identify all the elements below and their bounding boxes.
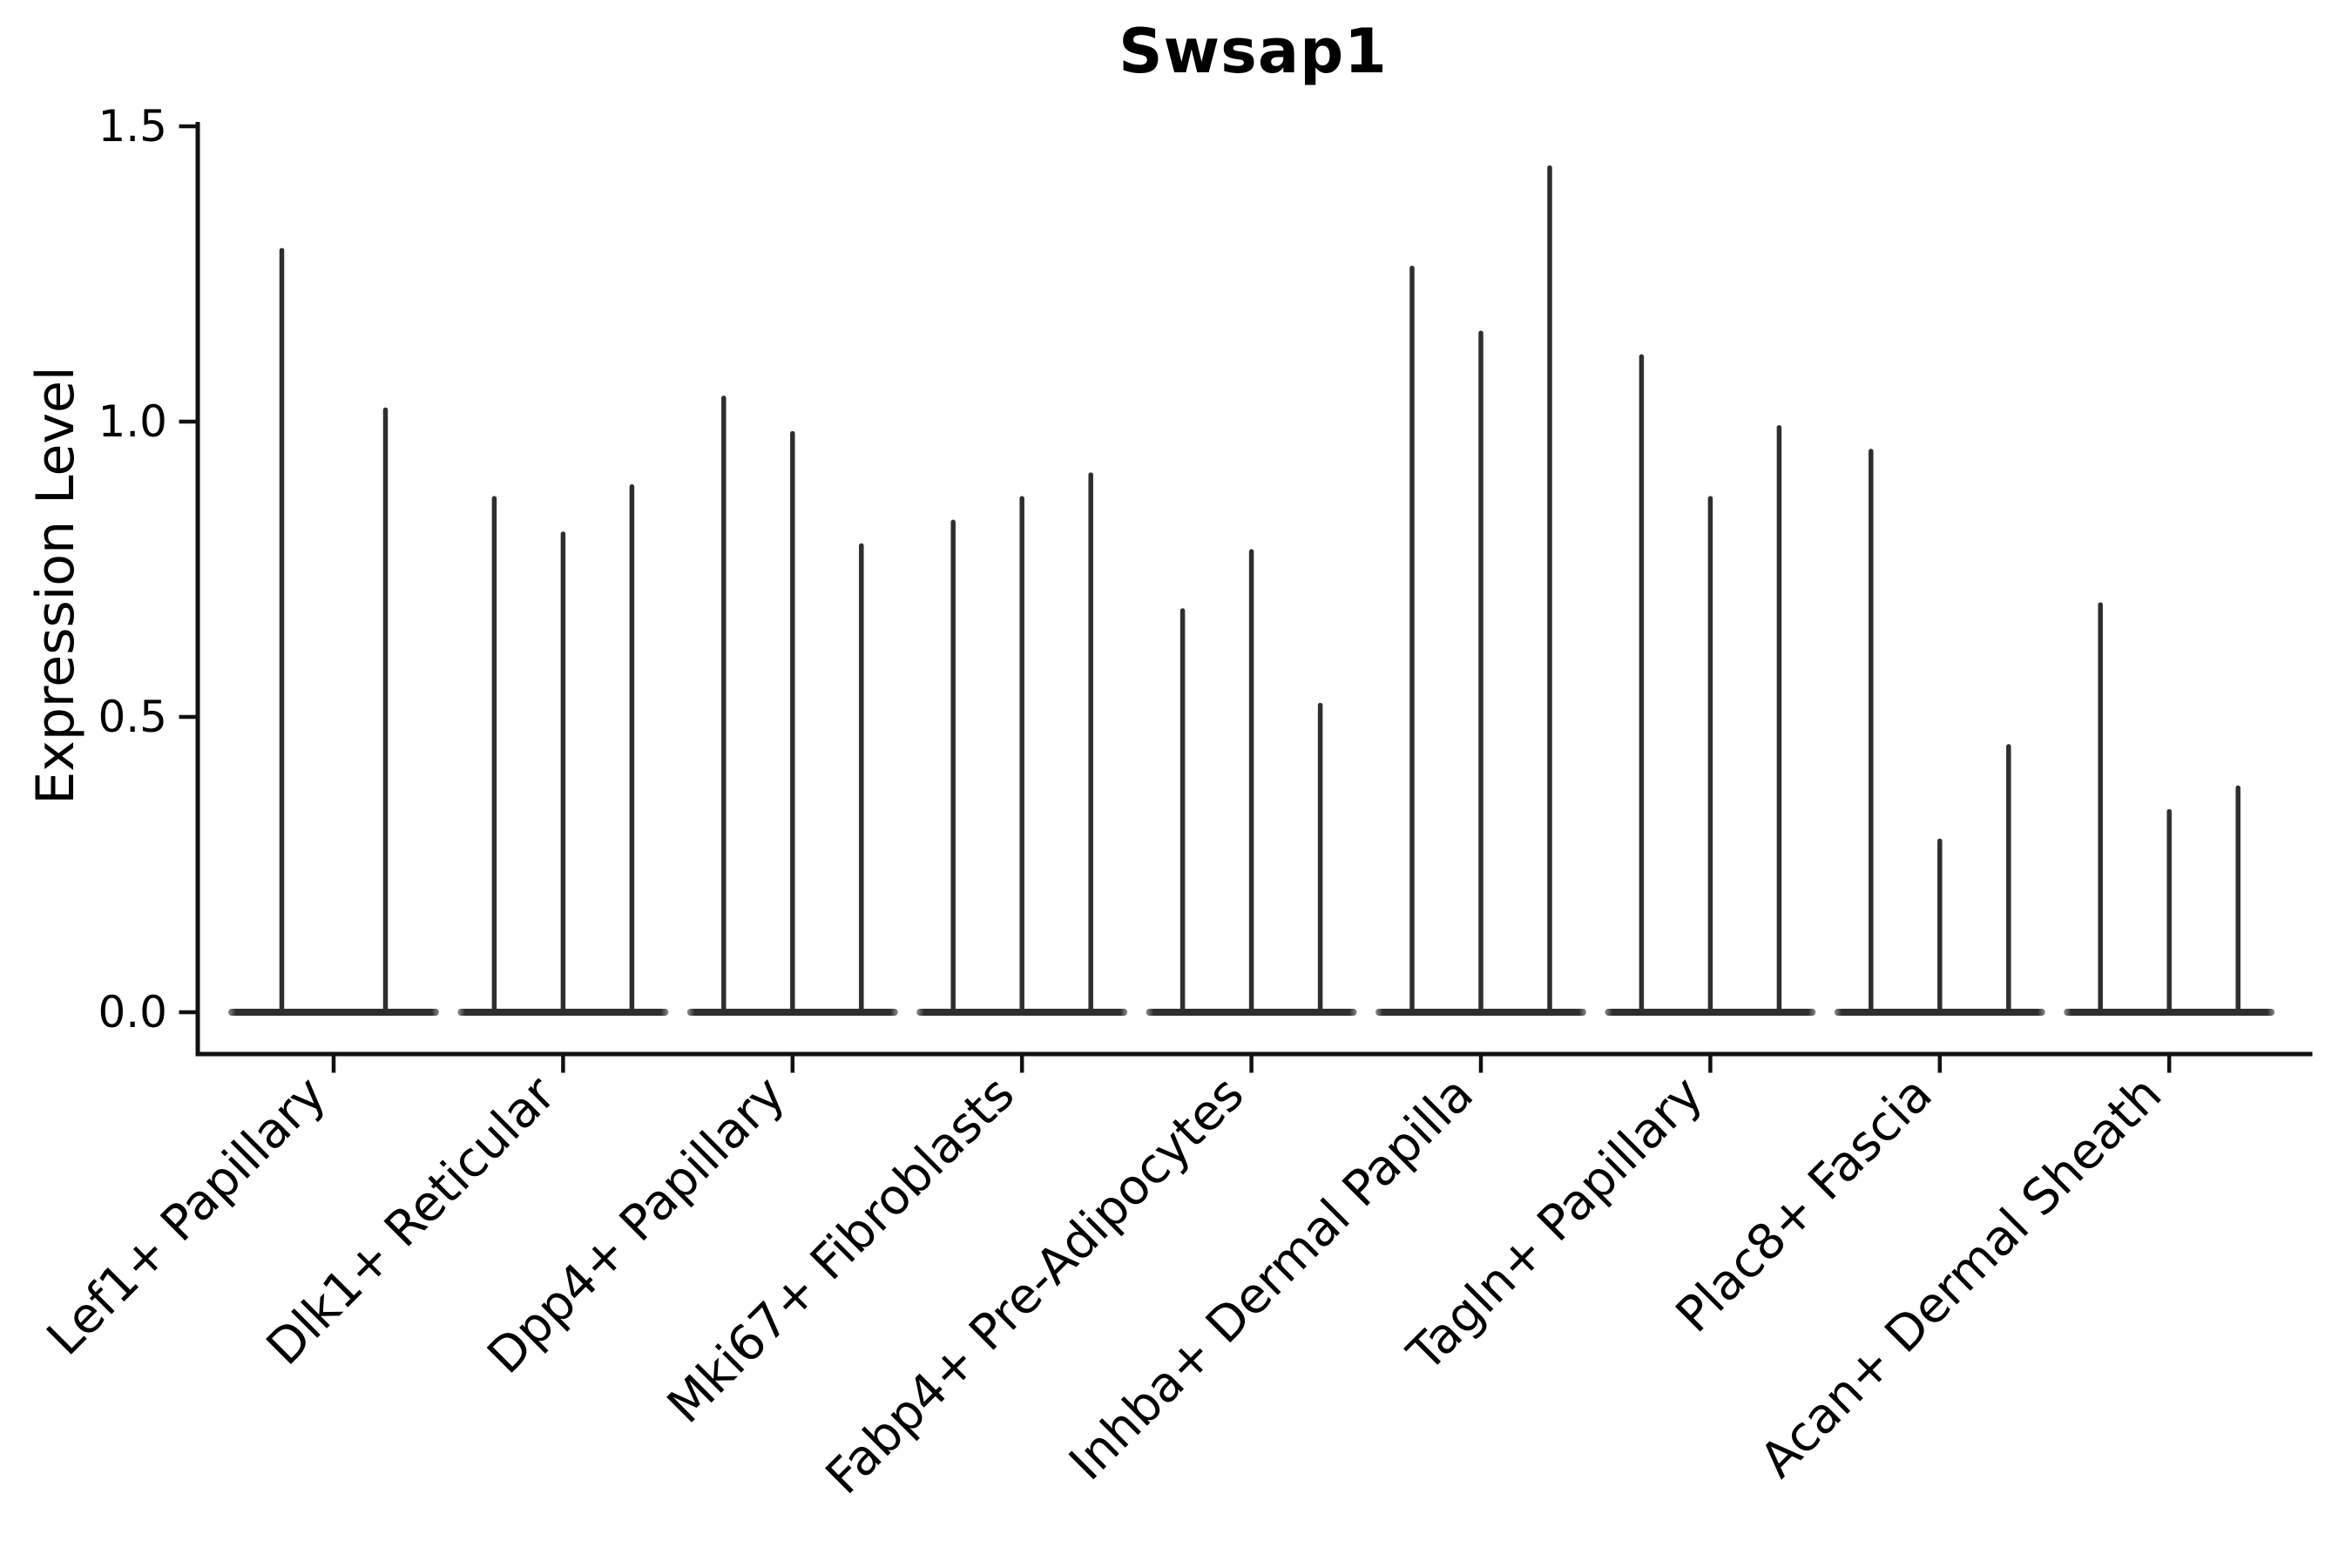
y-tick-label: 1.0 [98,396,167,447]
y-tick-label: 0.5 [98,692,167,742]
x-tick [2166,1056,2172,1073]
violin-base [228,1009,439,1016]
x-tick [561,1056,565,1073]
x-tick [1708,1056,1713,1073]
x-tick-label: Acan+ Dermal Sheath [1749,1065,2173,1489]
x-tick [1249,1056,1254,1073]
x-tick-label: Fabp4+ Pre-Adipocytes [815,1065,1255,1505]
x-tick [331,1056,336,1073]
y-tick [179,124,196,129]
x-tick [1478,1056,1484,1073]
y-tick [179,1010,196,1015]
y-tick-label: 1.5 [98,101,167,152]
y-tick [179,419,196,424]
x-tick [1937,1056,1943,1073]
x-tick [790,1056,795,1073]
x-tick [1019,1056,1024,1073]
x-tick-label: Inhba+ Dermal Papilla [1058,1065,1484,1491]
y-tick [179,714,196,720]
y-tick-label: 0.0 [98,987,167,1037]
y-axis-spine [195,122,200,1057]
chart-title: Swsap1 [1119,16,1388,87]
x-axis-spine [195,1051,2313,1057]
